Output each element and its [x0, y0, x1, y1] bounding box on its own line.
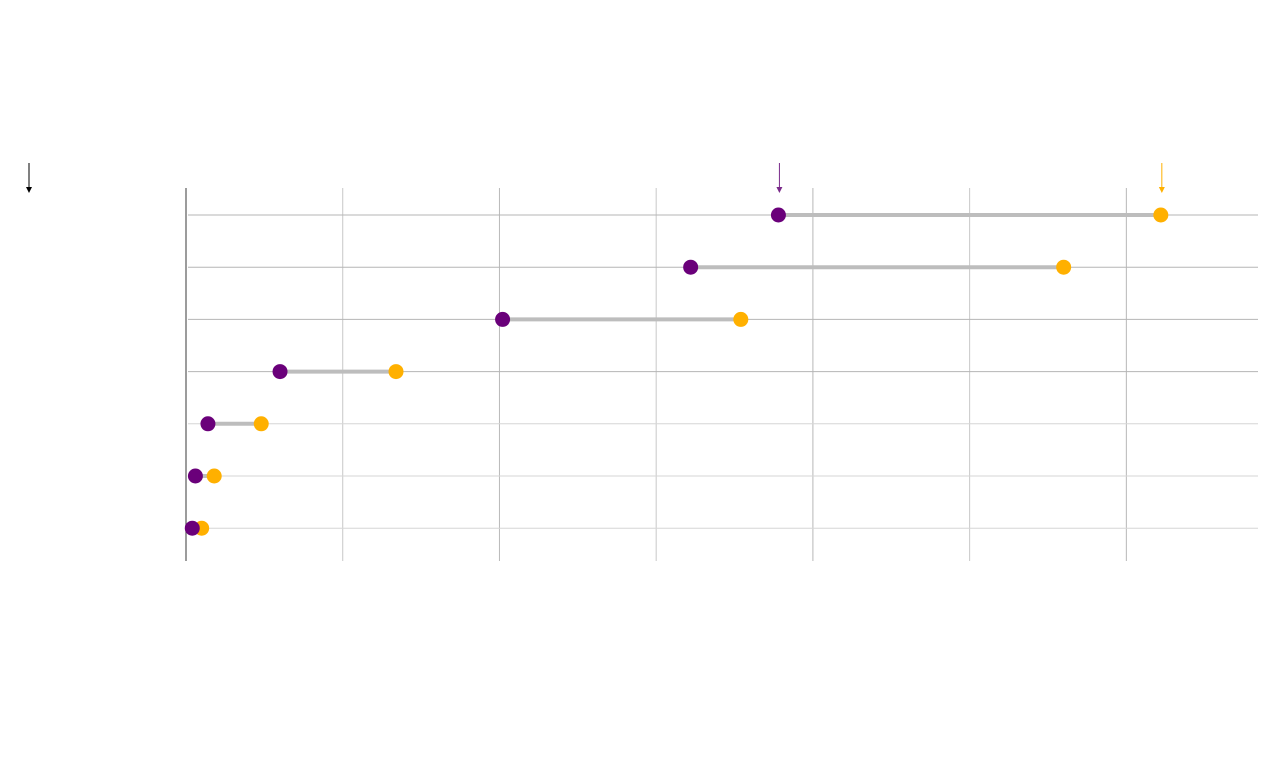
dot-series-2 [206, 468, 222, 484]
dot-series-2 [1056, 259, 1072, 275]
dot-series-1 [187, 468, 203, 484]
dot-series-2 [733, 311, 749, 327]
dot-series-2 [1153, 207, 1169, 223]
series-2-arrow-icon-head [1158, 187, 1165, 193]
dot-series-1 [770, 207, 786, 223]
series-1-arrow-icon-head [776, 187, 783, 193]
dot-series-1 [200, 416, 216, 432]
row-arrow-icon-head [26, 187, 32, 193]
dot-series-1 [184, 520, 200, 536]
dot-series-2 [253, 416, 269, 432]
dot-series-1 [272, 364, 288, 380]
dot-series-1 [683, 259, 699, 275]
dot-series-1 [495, 311, 511, 327]
dot-series-2 [388, 364, 404, 380]
